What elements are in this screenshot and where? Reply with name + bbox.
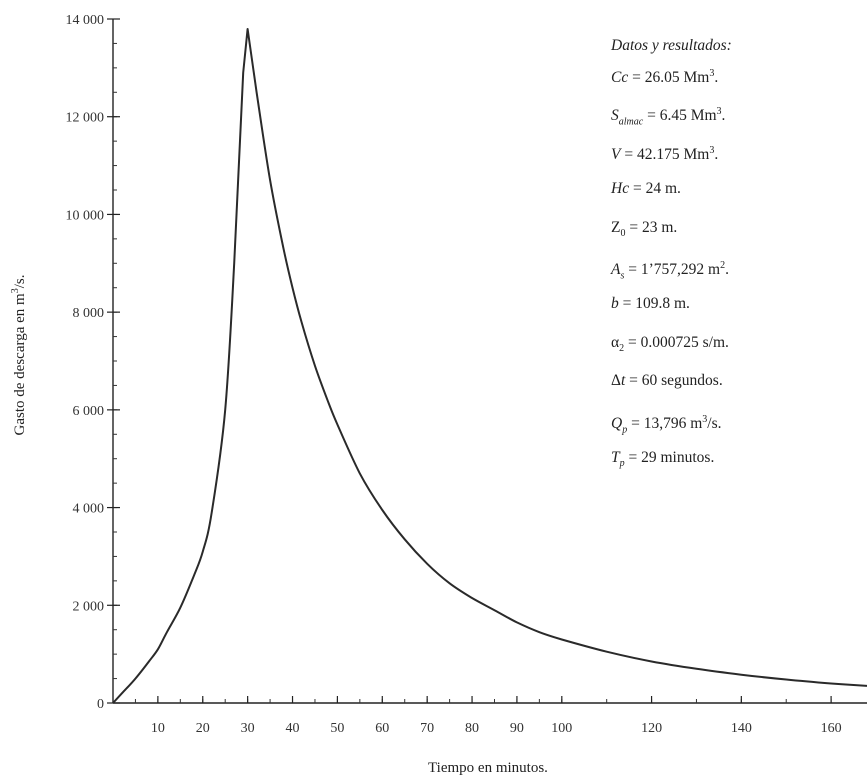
y-axis-title-sup: 3	[10, 288, 21, 293]
result-subscript: 2	[619, 342, 625, 354]
y-tick-label: 14 000	[66, 13, 105, 28]
result-tail: = 60 segundos.	[625, 372, 723, 390]
result-symbol: α	[611, 333, 620, 351]
result-subscript: p	[622, 423, 628, 435]
results-panel: Datos y resultados: Cc = 26.05 Mm3. Salma…	[611, 36, 861, 486]
result-tail: .	[725, 261, 729, 279]
result-value: = 24 m.	[629, 180, 681, 198]
result-row: Salmac = 6.45 Mm3.	[611, 102, 861, 140]
y-axis-title: Gasto de descarga en m3/s.	[10, 275, 28, 436]
result-row: As = 1’757,292 m2.	[611, 256, 861, 294]
result-symbol: Q	[611, 414, 623, 432]
result-symbol: A	[611, 261, 621, 279]
result-row: Hc = 24 m.	[611, 179, 861, 217]
y-tick-label: 6 000	[73, 404, 105, 419]
result-tail: /s.	[707, 414, 722, 432]
hydrograph-line	[112, 28, 867, 704]
x-tick-label: 30	[241, 721, 255, 736]
x-tick-label: 140	[731, 721, 752, 736]
result-superscript: 3	[709, 144, 715, 156]
result-symbol: T	[611, 448, 620, 466]
result-row: α2 = 0.000725 s/m.	[611, 333, 861, 371]
results-list: Cc = 26.05 Mm3. Salmac = 6.45 Mm3. V = 42.…	[611, 64, 861, 486]
result-value: = 23 m.	[625, 218, 678, 236]
result-subscript: 0	[620, 227, 626, 239]
x-tick-label: 10	[151, 721, 165, 736]
y-tick-label: 0	[97, 697, 104, 712]
result-value: = 26.05 Mm	[628, 69, 710, 87]
result-symbol: Cc	[611, 69, 629, 87]
y-tick-label: 10 000	[66, 208, 105, 223]
result-value: t	[620, 372, 626, 390]
result-row: Cc = 26.05 Mm3.	[611, 64, 861, 102]
result-subscript: almac	[618, 116, 644, 128]
x-tick-label: 120	[641, 721, 662, 736]
y-axis-title-pre: Gasto de descarga en m	[12, 293, 28, 436]
y-axis-title-post: /s.	[12, 275, 28, 289]
y-tick-label: 4 000	[73, 502, 105, 517]
y-tick-label: 2 000	[73, 599, 105, 614]
result-symbol: V	[611, 145, 621, 163]
x-tick-label: 40	[286, 721, 300, 736]
result-superscript: 2	[720, 259, 726, 271]
result-symbol: S	[611, 107, 619, 125]
result-value: = 1’757,292 m	[624, 261, 721, 279]
result-symbol: Hc	[611, 180, 630, 198]
result-superscript: 3	[709, 68, 715, 79]
result-row: Tp = 29 minutos.	[611, 448, 861, 486]
result-value: = 109.8 m.	[618, 295, 690, 313]
y-tick-label: 12 000	[66, 111, 105, 126]
result-value: = 6.45 Mm	[643, 107, 717, 125]
result-symbol: b	[611, 295, 619, 313]
result-row: Qp = 13,796 m3/s.	[611, 410, 861, 448]
result-value: = 0.000725 s/m.	[624, 333, 729, 351]
result-tail: .	[714, 69, 719, 87]
result-subscript: s	[620, 270, 625, 282]
result-row: b = 109.8 m.	[611, 294, 861, 332]
result-tail: .	[714, 145, 719, 163]
result-value: = 29 minutos.	[624, 448, 715, 466]
result-value: = 42.175 Mm	[620, 145, 710, 163]
x-tick-label: 80	[465, 721, 479, 736]
result-superscript: 3	[702, 413, 708, 425]
x-tick-label: 70	[420, 721, 434, 736]
x-tick-label: 160	[821, 721, 842, 736]
result-row: Δt = 60 segundos.	[611, 371, 861, 409]
x-tick-label: 60	[375, 721, 389, 736]
result-subscript: p	[619, 458, 625, 469]
x-axis-title: Tiempo en minutos.	[428, 760, 548, 776]
x-tick-label: 20	[196, 721, 210, 736]
results-heading: Datos y resultados:	[611, 37, 732, 54]
result-value: = 13,796 m	[627, 414, 703, 432]
x-tick-label: 90	[510, 721, 524, 736]
y-tick-label: 8 000	[73, 306, 105, 321]
result-tail: .	[721, 107, 726, 125]
x-tick-label: 50	[330, 721, 344, 736]
result-symbol: Z	[611, 218, 621, 236]
result-row: Z0 = 23 m.	[611, 218, 861, 256]
chart-series	[112, 28, 867, 704]
result-superscript: 3	[716, 106, 722, 118]
result-row: V = 42.175 Mm3.	[611, 141, 861, 179]
x-tick-label: 100	[551, 721, 572, 736]
result-symbol: Δ	[611, 372, 621, 390]
